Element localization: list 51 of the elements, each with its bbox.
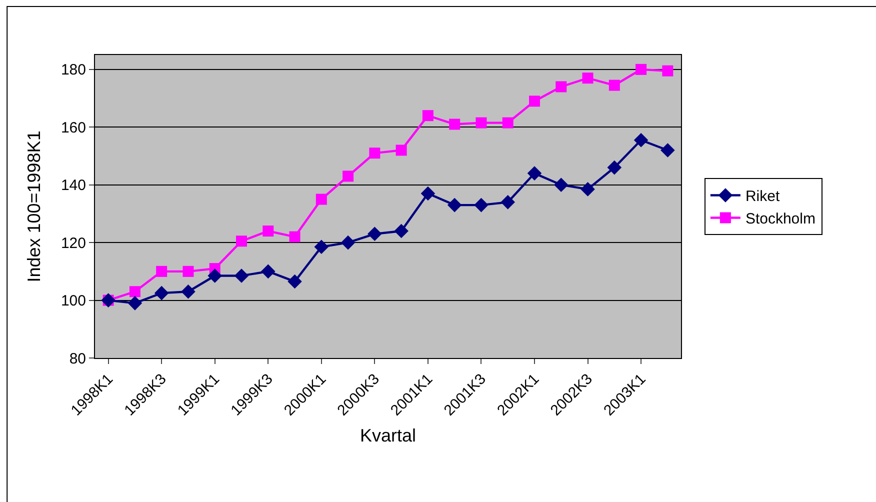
point [394,224,408,238]
y-tick-label: 80 [69,350,86,368]
point [636,64,647,75]
point [662,65,674,76]
point [580,182,595,196]
y-tick-label: 140 [60,177,86,194]
point [288,274,302,289]
y-tick-label: 180 [60,62,86,79]
point [420,186,436,201]
point [260,264,276,279]
point [156,266,168,277]
point [502,117,514,128]
point [154,286,169,300]
point [527,166,542,180]
point [369,148,380,159]
point [340,235,356,250]
point [129,286,140,298]
point [660,143,675,158]
point [234,268,249,283]
point [396,144,407,156]
y-axis-title: Index 100=1998K1 [24,130,44,282]
point [449,118,460,130]
point [289,231,300,242]
point [529,96,540,107]
point [634,132,648,148]
y-tick-label: 100 [60,292,86,310]
point [607,160,622,175]
point [422,110,434,122]
y-tick-label: 160 [60,119,86,136]
point [208,268,222,283]
point [474,198,488,212]
point [182,266,194,277]
point [554,178,568,192]
point [500,195,516,210]
x-axis-title: Kvartal [360,425,416,446]
legend-label: Riket [745,188,780,206]
point [236,236,247,247]
point [582,72,594,84]
point [181,284,196,299]
point [316,194,327,205]
legend-label: Stockholm [745,210,816,228]
point [262,226,274,237]
point [476,117,487,128]
point [447,198,462,212]
y-tick-label: 120 [60,234,86,252]
point [556,81,567,92]
point [342,170,354,182]
point [314,240,329,254]
point [368,226,382,242]
point [128,296,142,310]
point [608,80,620,91]
